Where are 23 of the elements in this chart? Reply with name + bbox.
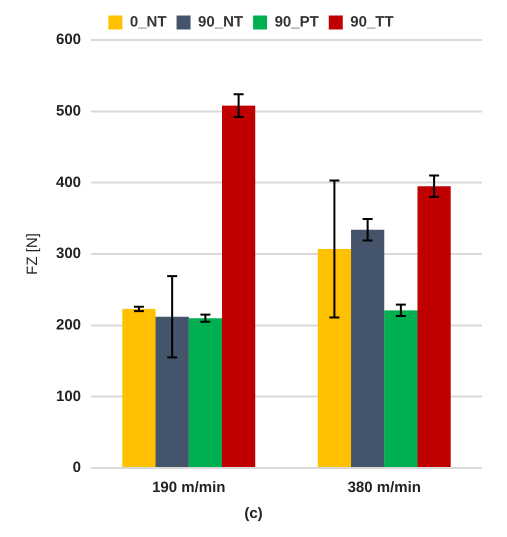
bar xyxy=(222,106,256,467)
y-axis-title: FZ [N] xyxy=(24,233,42,275)
y-tick-label: 300 xyxy=(56,245,82,262)
y-tick-label: 100 xyxy=(56,388,82,405)
bar xyxy=(156,316,189,467)
bar xyxy=(384,310,418,467)
legend-label: 90_NT xyxy=(198,14,244,31)
y-tick-label: 500 xyxy=(56,102,82,120)
bar xyxy=(188,318,222,467)
bar xyxy=(318,249,352,467)
x-tick-label: 190 m/min xyxy=(152,479,226,496)
legend-label: 90_TT xyxy=(350,14,394,31)
y-tick-label: 0 xyxy=(72,459,82,476)
y-tick-label: 200 xyxy=(56,316,82,334)
legend-label: 90_PT xyxy=(274,14,319,31)
bar xyxy=(351,230,384,467)
bar xyxy=(417,186,451,467)
bar xyxy=(122,308,156,467)
legend-label: 0_NT xyxy=(130,14,167,31)
y-tick-label: 600 xyxy=(56,31,82,48)
y-tick-label: 400 xyxy=(56,174,82,191)
x-tick-label: 380 m/min xyxy=(348,479,421,496)
text: (c) xyxy=(243,505,264,522)
